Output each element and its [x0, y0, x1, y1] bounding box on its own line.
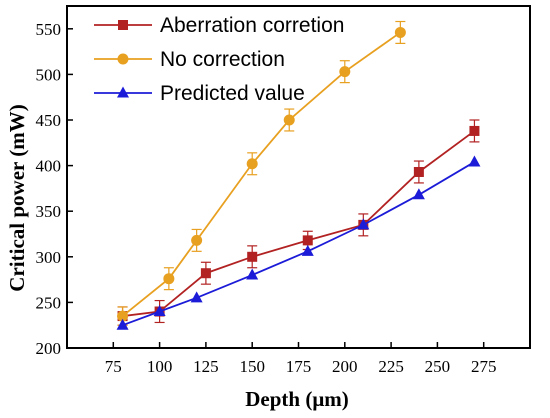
x-tick-label: 250 — [425, 357, 451, 376]
data-point-circle — [283, 114, 295, 126]
legend-item: Predicted value — [94, 82, 305, 105]
data-point-circle — [246, 158, 258, 170]
legend-item: Aberration corretion — [94, 14, 344, 37]
x-tick-label: 75 — [105, 357, 122, 376]
y-tick-label: 400 — [36, 157, 62, 176]
x-tick-label: 125 — [193, 357, 219, 376]
y-axis-title: Critical power (mW) — [5, 104, 29, 291]
data-point-square — [118, 20, 128, 30]
legend-label: No correction — [160, 48, 285, 71]
legend-item: No correction — [94, 48, 285, 71]
plot-area-border — [66, 5, 531, 349]
x-tick-label: 100 — [147, 357, 173, 376]
data-point-circle — [339, 66, 351, 78]
series-line — [122, 161, 475, 327]
data-point-triangle — [116, 318, 129, 330]
data-point-square — [469, 125, 480, 136]
data-point-triangle — [468, 155, 481, 167]
series-line — [122, 130, 475, 317]
data-point-circle — [163, 273, 175, 285]
data-point-square — [247, 251, 258, 262]
data-point-circle — [394, 26, 406, 38]
data-point-triangle — [190, 291, 203, 303]
y-tick-label: 350 — [36, 202, 62, 221]
y-tick-label: 250 — [36, 293, 62, 312]
data-point-triangle — [357, 218, 370, 230]
x-axis-title: Depth (μm) — [245, 387, 348, 411]
series-no-correction — [117, 20, 406, 326]
y-tick-label: 500 — [36, 65, 62, 84]
x-tick-label: 200 — [332, 357, 358, 376]
data-point-triangle — [246, 268, 259, 280]
x-tick-label: 225 — [378, 357, 404, 376]
x-tick-label: 150 — [239, 357, 265, 376]
data-point-triangle — [412, 188, 425, 200]
data-point-triangle — [153, 305, 166, 317]
x-tick-label: 275 — [471, 357, 497, 376]
series-predicted-value — [116, 155, 481, 330]
x-tick-label: 175 — [286, 357, 312, 376]
data-point-triangle — [117, 86, 129, 98]
legend-label: Predicted value — [160, 82, 305, 105]
legend-label: Aberration corretion — [160, 14, 344, 37]
y-tick-label: 200 — [36, 339, 62, 358]
data-point-square — [413, 166, 424, 177]
series-aberration-corretion — [117, 119, 480, 326]
data-point-circle — [117, 53, 129, 65]
data-point-circle — [117, 310, 129, 322]
data-point-square — [302, 235, 313, 246]
data-point-circle — [191, 234, 203, 246]
series-line — [121, 31, 401, 317]
data-point-square — [200, 268, 211, 279]
y-tick-label: 550 — [36, 20, 62, 39]
data-point-triangle — [301, 244, 314, 256]
y-tick-label: 450 — [36, 111, 62, 130]
y-tick-label: 300 — [36, 248, 62, 267]
